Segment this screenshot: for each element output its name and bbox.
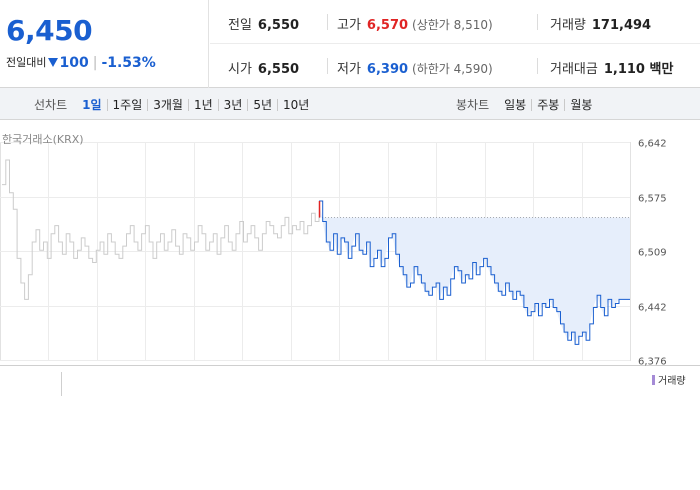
- y-tick-label: 6,442: [638, 303, 667, 314]
- stat-value: 6,390: [366, 62, 409, 77]
- stat-label: 전일: [228, 18, 252, 33]
- y-tick-label: 6,376: [638, 357, 667, 367]
- divider: [537, 14, 538, 30]
- series-line-previous: [2, 159, 320, 300]
- stat-value: 6,550: [257, 62, 300, 77]
- stat-prev-close: 전일 6,550: [228, 14, 299, 33]
- divider: [327, 14, 328, 30]
- stat-row-1: 전일 6,550 고가 6,570 (상한가 8,510) 거래량 171,494: [210, 0, 700, 44]
- stat-volume: 거래량 171,494: [550, 14, 651, 33]
- current-price: 6,450: [6, 14, 93, 47]
- candle-weekly[interactable]: 주봉: [531, 99, 564, 111]
- divider: [537, 58, 538, 74]
- change-label: 전일대비: [6, 56, 47, 69]
- stat-value: 6,550: [257, 18, 300, 33]
- volume-divider: [61, 372, 62, 396]
- price-chart-svg: 6,376 6,442 6,509 6,575 6,642: [0, 139, 667, 367]
- stat-value: 1,110 백만: [603, 62, 674, 77]
- stat-value: 171,494: [591, 18, 652, 33]
- stat-sub: (상한가 8,510): [412, 18, 493, 32]
- period-1y[interactable]: 1년: [187, 99, 218, 111]
- period-1w[interactable]: 1주일: [106, 99, 148, 111]
- y-tick-label: 6,575: [638, 194, 667, 205]
- price-box: 6,450 전일대비 100 | -1.53%: [0, 0, 209, 88]
- y-tick-label: 6,642: [638, 139, 667, 150]
- stat-label: 거래대금: [550, 62, 598, 77]
- volume-strip: 거래량: [0, 366, 700, 396]
- divider: [327, 58, 328, 74]
- data-source-label: 한국거래소(KRX): [2, 133, 84, 146]
- stat-label: 시가: [228, 62, 252, 77]
- stock-summary: 6,450 전일대비 100 | -1.53% 전일 6,550 고가 6,570 (상한가…: [0, 0, 700, 88]
- stat-label: 거래량: [550, 18, 586, 33]
- period-1d[interactable]: 1일: [82, 98, 102, 112]
- stat-open: 시가 6,550: [228, 58, 299, 77]
- candle-chart-title: 봉차트: [456, 98, 490, 112]
- volume-legend-marker: [652, 375, 655, 385]
- period-10y[interactable]: 10년: [277, 99, 314, 111]
- stat-label: 고가: [337, 18, 361, 33]
- down-triangle-icon: [48, 58, 59, 67]
- candle-monthly[interactable]: 월봉: [564, 99, 597, 111]
- stat-label: 저가: [337, 62, 361, 77]
- period-3y[interactable]: 3년: [217, 99, 248, 111]
- stat-low: 저가 6,390 (하한가 4,590): [337, 58, 493, 77]
- change-row: 전일대비 100 | -1.53%: [6, 54, 156, 71]
- candle-daily[interactable]: 일봉: [504, 98, 527, 112]
- period-3m[interactable]: 3개월: [147, 99, 188, 111]
- change-separator: |: [92, 55, 98, 71]
- y-tick-label: 6,509: [638, 248, 667, 259]
- candle-chart-periods: 봉차트 일봉 주봉 월봉: [456, 96, 597, 113]
- line-chart-periods: 선차트 1일 1주일 3개월 1년 3년 5년 10년: [34, 96, 314, 113]
- stat-trade-amount: 거래대금 1,110 백만: [550, 58, 673, 77]
- stat-high: 고가 6,570 (상한가 8,510): [337, 14, 493, 33]
- series-line-today: [319, 200, 630, 345]
- price-chart: 6,376 6,442 6,509 6,575 6,642 한국거래소(KRX): [0, 120, 700, 366]
- chart-toolbar: 선차트 1일 1주일 3개월 1년 3년 5년 10년 봉차트 일봉 주봉 월봉: [0, 88, 700, 120]
- volume-legend-label: 거래량: [658, 376, 686, 387]
- period-5y[interactable]: 5년: [247, 99, 277, 111]
- stat-row-2: 시가 6,550 저가 6,390 (하한가 4,590) 거래대금 1,110 백만: [210, 44, 700, 88]
- area-fill: [319, 201, 630, 345]
- change-value: 100: [59, 55, 89, 71]
- line-chart-title: 선차트: [34, 98, 68, 112]
- stat-value: 6,570: [366, 18, 409, 33]
- stat-grid: 전일 6,550 고가 6,570 (상한가 8,510) 거래량 171,494 시가…: [210, 0, 700, 88]
- stat-sub: (하한가 4,590): [412, 62, 493, 76]
- volume-legend: 거래량: [652, 372, 686, 387]
- change-rate: -1.53%: [101, 55, 156, 71]
